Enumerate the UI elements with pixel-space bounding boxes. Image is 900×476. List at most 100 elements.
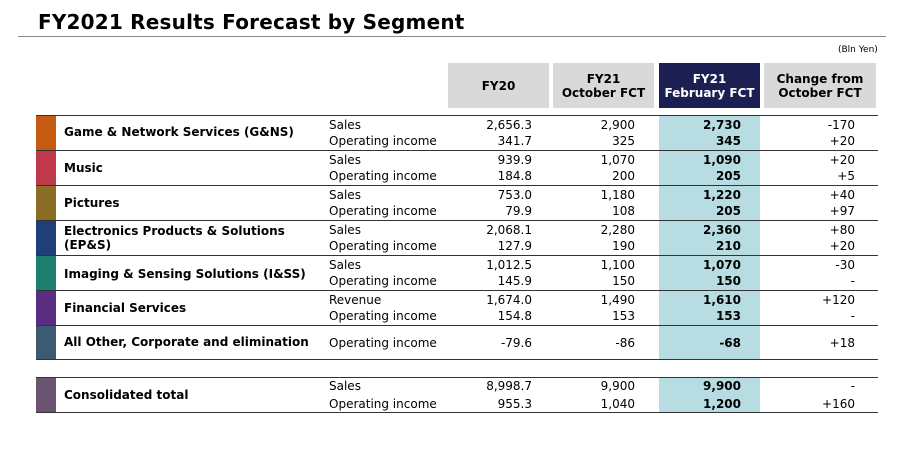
header-october-fct-line1: FY21	[586, 71, 621, 86]
cell-fy20: 753.0	[497, 188, 532, 202]
table-rule	[36, 150, 878, 151]
metric-label: Operating income	[329, 309, 437, 323]
cell-february-fct: 2,730	[703, 118, 741, 132]
table-rule	[36, 115, 878, 116]
segment-color-bar-fs	[36, 291, 56, 325]
metric-label: Operating income	[329, 134, 437, 148]
segment-color-bar-total	[36, 378, 56, 412]
segment-name-total: Consolidated total	[64, 388, 189, 402]
segment-name-gns: Game & Network Services (G&NS)	[64, 125, 294, 139]
header-february-fct-line2: February FCT	[664, 85, 755, 100]
cell-change: +5	[837, 169, 855, 183]
cell-october-fct: -86	[615, 336, 635, 350]
cell-october-fct: 9,900	[600, 379, 635, 393]
table-rule	[36, 412, 878, 413]
segment-color-bar-pictures	[36, 186, 56, 220]
segment-name-fs: Financial Services	[64, 301, 187, 315]
segment-name-music: Music	[64, 161, 103, 175]
cell-change: +40	[829, 188, 855, 202]
cell-fy20: 2,656.3	[486, 118, 532, 132]
metric-label: Operating income	[329, 169, 437, 183]
cell-february-fct: 345	[715, 134, 741, 148]
cell-fy20: 955.3	[497, 397, 532, 411]
header-october-fct: FY21 October FCT	[553, 63, 654, 108]
cell-fy20: 154.8	[497, 309, 532, 323]
cell-fy20: 127.9	[497, 239, 532, 253]
cell-february-fct: 1,610	[703, 293, 741, 307]
cell-october-fct: 1,040	[600, 397, 635, 411]
header-february-fct-line1: FY21	[692, 71, 727, 86]
metric-label: Sales	[329, 153, 361, 167]
cell-change: +97	[829, 204, 855, 218]
cell-october-fct: 1,100	[600, 258, 635, 272]
metric-label: Sales	[329, 379, 361, 393]
segment-color-bar-gns	[36, 116, 56, 150]
cell-october-fct: 1,180	[600, 188, 635, 202]
cell-february-fct: 205	[715, 204, 741, 218]
cell-october-fct: 108	[612, 204, 635, 218]
cell-fy20: 1,674.0	[486, 293, 532, 307]
cell-october-fct: 1,490	[600, 293, 635, 307]
cell-february-fct: -68	[719, 336, 741, 350]
cell-fy20: -79.6	[500, 336, 532, 350]
cell-october-fct: 153	[612, 309, 635, 323]
cell-october-fct: 325	[612, 134, 635, 148]
cell-fy20: 1,012.5	[486, 258, 532, 272]
cell-february-fct: 2,360	[703, 223, 741, 237]
header-change-line1: Change from	[776, 71, 864, 86]
cell-fy20: 145.9	[497, 274, 532, 288]
cell-change: -	[850, 379, 855, 393]
header-february-fct: FY21 February FCT	[659, 63, 760, 108]
cell-fy20: 184.8	[497, 169, 532, 183]
title-divider	[18, 36, 886, 37]
table-rule	[36, 220, 878, 221]
metric-label: Revenue	[329, 293, 382, 307]
cell-february-fct: 1,220	[703, 188, 741, 202]
header-fy20: FY20	[448, 63, 549, 108]
cell-february-fct: 210	[715, 239, 741, 253]
cell-change: -170	[827, 118, 855, 132]
metric-label: Sales	[329, 223, 361, 237]
cell-change: +18	[829, 336, 855, 350]
metric-label: Sales	[329, 118, 361, 132]
table-rule	[36, 359, 878, 360]
segment-name-eps-line1: Electronics Products & Solutions	[64, 224, 285, 238]
segment-color-bar-other	[36, 326, 56, 359]
cell-october-fct: 1,070	[600, 153, 635, 167]
header-october-fct-line2: October FCT	[561, 85, 646, 100]
cell-fy20: 341.7	[497, 134, 532, 148]
cell-fy20: 939.9	[497, 153, 532, 167]
cell-february-fct: 153	[715, 309, 741, 323]
cell-february-fct: 150	[715, 274, 741, 288]
segment-name-eps-line2: (EP&S)	[64, 238, 112, 252]
metric-label: Operating income	[329, 274, 437, 288]
metric-label: Sales	[329, 188, 361, 202]
cell-february-fct: 1,200	[703, 397, 741, 411]
segment-name-pictures: Pictures	[64, 196, 120, 210]
cell-fy20: 79.9	[505, 204, 532, 218]
cell-change: +80	[829, 223, 855, 237]
segment-color-bar-music	[36, 151, 56, 185]
cell-fy20: 2,068.1	[486, 223, 532, 237]
table-rule	[36, 255, 878, 256]
header-fy20-label: FY20	[481, 78, 516, 93]
cell-change: +120	[822, 293, 855, 307]
segment-color-bar-iss	[36, 256, 56, 290]
cell-february-fct: 9,900	[703, 379, 741, 393]
cell-october-fct: 2,280	[600, 223, 635, 237]
metric-label: Sales	[329, 258, 361, 272]
cell-change: +20	[829, 134, 855, 148]
cell-change: +160	[822, 397, 855, 411]
unit-label: (Bln Yen)	[838, 45, 878, 55]
feb-column-highlight	[659, 116, 760, 359]
metric-label: Operating income	[329, 336, 437, 350]
cell-change: +20	[829, 239, 855, 253]
metric-label: Operating income	[329, 204, 437, 218]
table-rule	[36, 185, 878, 186]
cell-october-fct: 2,900	[600, 118, 635, 132]
cell-change: -30	[835, 258, 855, 272]
cell-february-fct: 1,070	[703, 258, 741, 272]
cell-change: -	[850, 309, 855, 323]
table-rule	[36, 290, 878, 291]
segment-name-iss: Imaging & Sensing Solutions (I&SS)	[64, 267, 306, 281]
